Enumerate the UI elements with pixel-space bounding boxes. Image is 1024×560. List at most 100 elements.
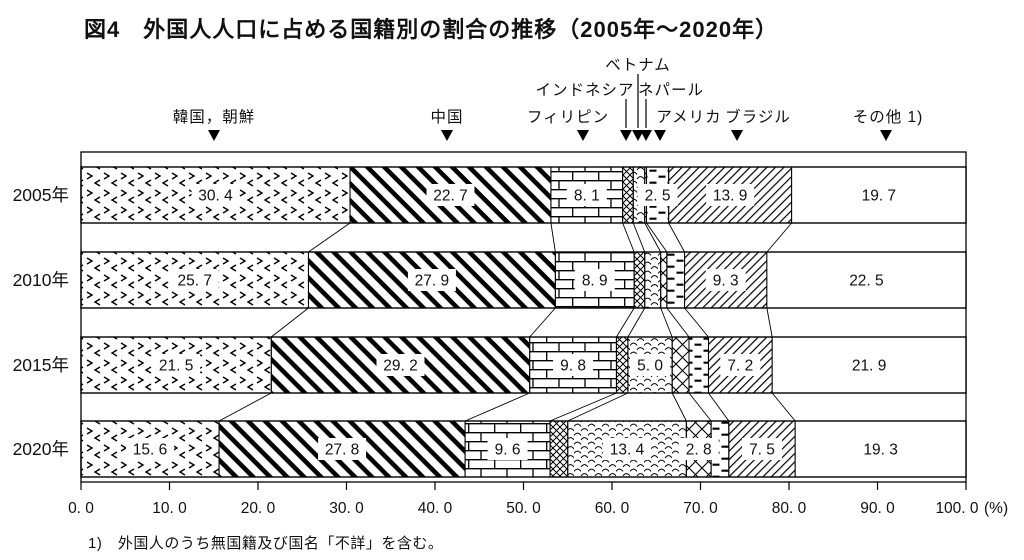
bar-segment bbox=[633, 251, 646, 309]
value-label-bg bbox=[678, 438, 719, 460]
bar-segment bbox=[666, 251, 686, 309]
value-label: 25. 7 bbox=[177, 273, 211, 290]
value-label-bg bbox=[742, 438, 783, 460]
value-label: 22. 7 bbox=[433, 188, 467, 205]
connector-line bbox=[616, 307, 635, 338]
value-label-bg bbox=[603, 438, 652, 460]
year-label: 2015年 bbox=[13, 355, 69, 375]
bar-segment bbox=[644, 251, 662, 309]
bar-segment bbox=[671, 336, 690, 394]
bar-segment bbox=[549, 420, 569, 478]
connector-line bbox=[646, 222, 668, 253]
value-label: 15. 6 bbox=[133, 442, 167, 459]
connector-line bbox=[766, 307, 773, 338]
bar-segment bbox=[688, 336, 709, 394]
value-label: 9. 3 bbox=[713, 273, 739, 290]
axis-tick-label: 40. 0 bbox=[418, 500, 453, 517]
value-label-bg bbox=[854, 184, 903, 206]
value-label: 30. 4 bbox=[198, 188, 233, 205]
value-label-bg bbox=[553, 354, 594, 376]
connector-line bbox=[671, 392, 687, 422]
value-label-bg bbox=[637, 184, 678, 206]
value-label: 2. 5 bbox=[645, 188, 671, 205]
annotation-triangle-marker bbox=[640, 130, 652, 141]
axis-tick-label: 60. 0 bbox=[595, 500, 630, 517]
value-label-bg bbox=[487, 438, 528, 460]
value-label-bg bbox=[720, 354, 761, 376]
category-annotation: ブラジル bbox=[725, 107, 791, 126]
value-label: 21. 5 bbox=[159, 358, 193, 375]
axis-unit-label: (%) bbox=[984, 500, 1008, 517]
value-label: 27. 9 bbox=[415, 273, 449, 290]
year-label: 2005年 bbox=[13, 185, 69, 205]
value-label: 22. 5 bbox=[849, 273, 883, 290]
bar-outline bbox=[80, 420, 967, 478]
connector-line bbox=[622, 222, 635, 253]
value-label: 7. 2 bbox=[727, 358, 753, 375]
axis-tick-label: 70. 0 bbox=[683, 500, 718, 517]
value-label-bg bbox=[376, 354, 425, 376]
value-label-bg bbox=[705, 269, 746, 291]
bar-segment bbox=[622, 166, 634, 224]
value-label: 9. 6 bbox=[495, 442, 521, 459]
value-label: 8. 1 bbox=[574, 188, 600, 205]
annotation-triangle-marker bbox=[880, 130, 892, 141]
value-label: 27. 8 bbox=[325, 442, 359, 459]
category-annotation: 中国 bbox=[430, 108, 463, 126]
connector-line bbox=[644, 222, 662, 253]
annotation-triangle-marker bbox=[208, 130, 220, 141]
category-annotation: アメリカ bbox=[656, 109, 721, 126]
bar-segment bbox=[615, 336, 629, 394]
value-label: 21. 9 bbox=[852, 358, 886, 375]
connector-line bbox=[549, 392, 617, 422]
annotation-triangle-marker bbox=[577, 130, 589, 141]
value-label-bg bbox=[426, 184, 475, 206]
value-label-bg bbox=[407, 269, 456, 291]
year-label: 2010年 bbox=[13, 270, 69, 290]
annotation-triangle-marker bbox=[620, 130, 632, 141]
connector-line bbox=[660, 307, 673, 338]
bar-outline bbox=[80, 336, 967, 394]
value-label: 5. 0 bbox=[637, 358, 663, 375]
value-label-bg bbox=[845, 354, 894, 376]
value-label-bg bbox=[566, 184, 607, 206]
annotation-triangle-marker bbox=[654, 130, 666, 141]
connector-line bbox=[766, 222, 792, 253]
annotation-triangle-marker bbox=[632, 130, 644, 141]
axis-tick-label: 20. 0 bbox=[241, 500, 276, 517]
value-label-bg bbox=[152, 354, 201, 376]
value-label: 9. 8 bbox=[560, 358, 586, 375]
value-label-bg bbox=[630, 354, 671, 376]
connector-line bbox=[688, 392, 712, 422]
value-label-bg bbox=[191, 184, 240, 206]
connector-line bbox=[627, 307, 646, 338]
category-annotation: ベトナム bbox=[605, 57, 671, 74]
annotation-triangle-marker bbox=[731, 130, 743, 141]
value-label-bg bbox=[856, 438, 905, 460]
value-label-bg bbox=[706, 184, 755, 206]
value-label: 8. 9 bbox=[582, 273, 608, 290]
bar-outline bbox=[80, 166, 967, 224]
axis-tick-label: 30. 0 bbox=[329, 500, 364, 517]
connector-line bbox=[464, 392, 530, 422]
value-label-bg bbox=[574, 269, 615, 291]
value-label-bg bbox=[318, 438, 367, 460]
footnote: 1) 外国人のうち無国籍及び国名「不詳」を含む。 bbox=[88, 535, 444, 552]
axis-tick-label: 80. 0 bbox=[772, 500, 807, 517]
category-annotation: 韓国，朝鮮 bbox=[173, 108, 256, 126]
value-label: 13. 9 bbox=[713, 188, 747, 205]
connector-line bbox=[668, 222, 685, 253]
value-label: 29. 2 bbox=[383, 358, 417, 375]
connector-line bbox=[632, 222, 646, 253]
value-label: 19. 3 bbox=[863, 442, 897, 459]
connector-line bbox=[666, 307, 690, 338]
value-label-bg bbox=[842, 269, 891, 291]
value-label-bg bbox=[170, 269, 219, 291]
value-label: 19. 7 bbox=[862, 188, 896, 205]
value-label: 2. 8 bbox=[686, 442, 712, 459]
bar-outline bbox=[80, 251, 967, 309]
connector-line bbox=[771, 392, 796, 422]
figure-title: 図4 外国人人口に占める国籍別の割合の推移（2005年～2020年） bbox=[84, 17, 779, 42]
connector-line bbox=[708, 392, 730, 422]
